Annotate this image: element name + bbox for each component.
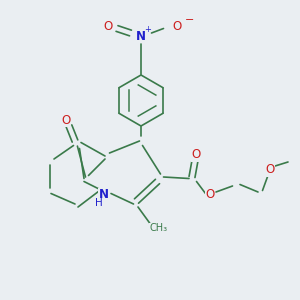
Text: H: H xyxy=(94,198,102,208)
Text: O: O xyxy=(192,148,201,161)
Text: −: − xyxy=(185,15,194,26)
Text: CH₃: CH₃ xyxy=(150,223,168,233)
Text: N: N xyxy=(136,29,146,43)
Text: O: O xyxy=(266,163,274,176)
Text: O: O xyxy=(103,20,112,34)
Text: O: O xyxy=(172,20,182,34)
Text: O: O xyxy=(206,188,214,202)
Text: N: N xyxy=(98,188,109,202)
Text: O: O xyxy=(61,113,70,127)
Text: +: + xyxy=(144,25,151,34)
